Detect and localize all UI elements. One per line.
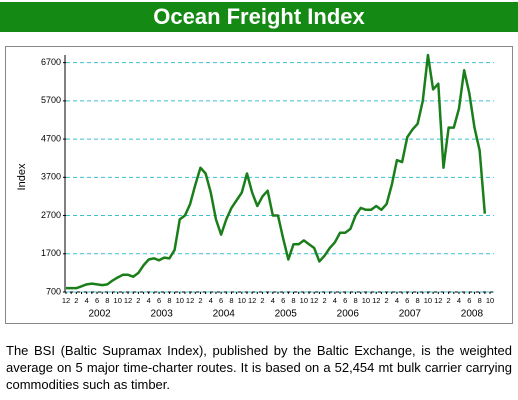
- x-tick-label: 8: [353, 296, 357, 305]
- title-bar: Ocean Freight Index: [0, 2, 518, 32]
- x-tick-label: 4: [271, 296, 275, 305]
- year-label: 2007: [399, 309, 422, 320]
- x-tick-label: 2: [322, 296, 326, 305]
- x-tick-label: 12: [124, 296, 132, 305]
- y-tick-label: 5700: [41, 95, 61, 105]
- x-tick-label: 2: [198, 296, 202, 305]
- x-tick-label: 6: [157, 296, 161, 305]
- x-tick-label: 6: [467, 296, 471, 305]
- x-tick-label: 2: [384, 296, 388, 305]
- x-tick-label: 6: [405, 296, 409, 305]
- x-tick-label: 4: [457, 296, 461, 305]
- x-tick-label: 8: [416, 296, 420, 305]
- x-tick-label: 12: [248, 296, 256, 305]
- x-tick-label: 12: [186, 296, 194, 305]
- chart-box: Index 700 1700 2700 3700 4700 5700 6700 12 2 4 6 8 1…: [5, 46, 513, 324]
- y-tick-label: 6700: [41, 57, 61, 67]
- x-tick-label: 6: [281, 296, 285, 305]
- x-tick-label: 2: [136, 296, 140, 305]
- y-tick-label: 1700: [41, 248, 61, 258]
- x-tick-label: 12: [310, 296, 318, 305]
- x-tick-label: 2: [74, 296, 78, 305]
- x-tick-label: 4: [147, 296, 151, 305]
- x-tick-label: 8: [229, 296, 233, 305]
- x-tick-label: 10: [300, 296, 308, 305]
- x-tick-label: 6: [343, 296, 347, 305]
- x-tick-label: 12: [62, 296, 70, 305]
- x-tick-label: 8: [291, 296, 295, 305]
- x-tick-label: 6: [95, 296, 99, 305]
- x-tick-label: 10: [114, 296, 122, 305]
- year-label: 2002: [88, 309, 111, 320]
- line: [66, 53, 487, 290]
- x-tick-label: 4: [395, 296, 399, 305]
- x-tick-label: 10: [362, 296, 370, 305]
- year-label: 2003: [151, 309, 174, 320]
- x-tick-label: 4: [333, 296, 337, 305]
- x-tick-label: 8: [105, 296, 109, 305]
- year-label: 2008: [461, 309, 484, 320]
- y-tick-label: 4700: [41, 133, 61, 143]
- year-label: 2006: [337, 309, 360, 320]
- x-tick-label: 8: [167, 296, 171, 305]
- x-tick-label: 4: [85, 296, 89, 305]
- y-axis-label: Index: [16, 163, 28, 190]
- x-tick-label: 10: [176, 296, 184, 305]
- x-tick-label: 10: [424, 296, 432, 305]
- x-tick-label: 12: [372, 296, 380, 305]
- x-tick-label: 8: [478, 296, 482, 305]
- x-tick-label: 10: [238, 296, 246, 305]
- year-label: 2005: [275, 309, 298, 320]
- x-tick-label: 2: [447, 296, 451, 305]
- x-tick-label: 6: [219, 296, 223, 305]
- x-tick-label: 10: [486, 296, 494, 305]
- caption: The BSI (Baltic Supramax Index), publish…: [6, 343, 512, 392]
- x-tick-label: 2: [260, 296, 264, 305]
- x-tick-label: 12: [434, 296, 442, 305]
- y-tick-label: 3700: [41, 172, 61, 182]
- x-tick-label: 4: [209, 296, 213, 305]
- year-label: 2004: [213, 309, 236, 320]
- y-tick-label: 700: [46, 286, 61, 296]
- y-tick-label: 2700: [41, 210, 61, 220]
